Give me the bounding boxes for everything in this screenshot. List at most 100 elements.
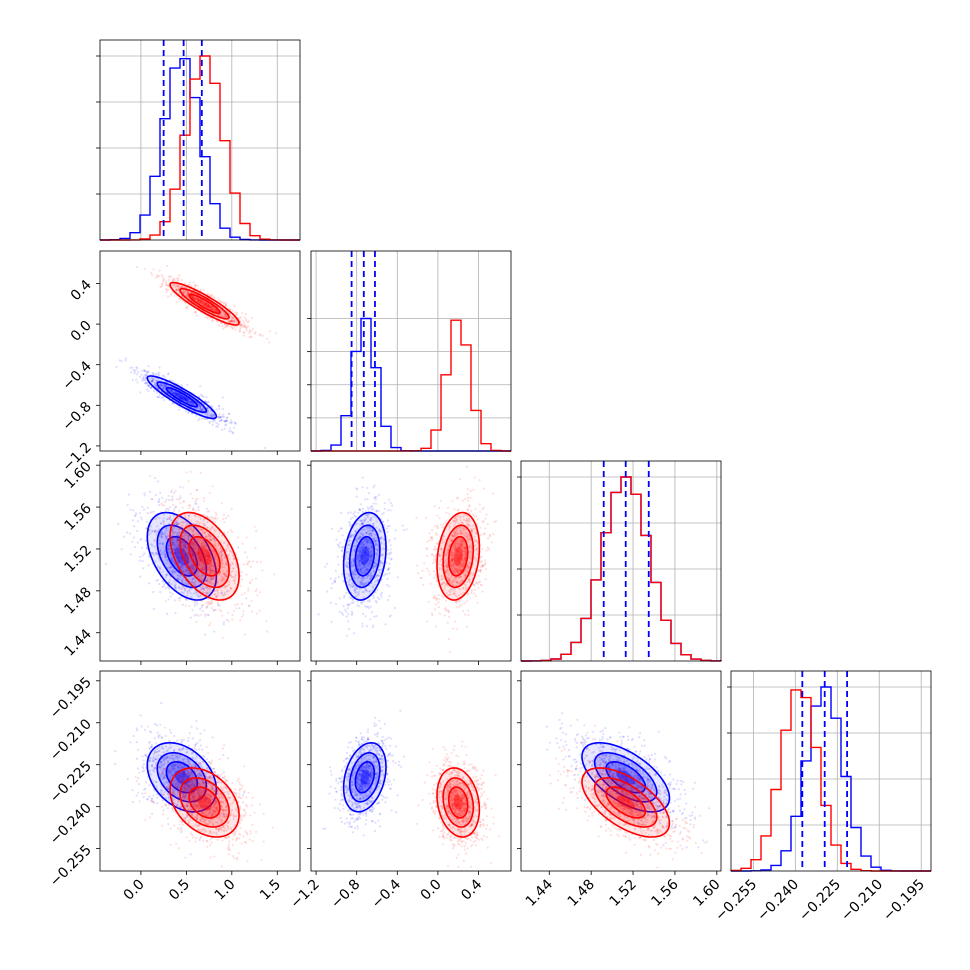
scatter-point [205,580,208,583]
scatter-point [436,514,439,517]
scatter-point [130,371,133,374]
scatter-point [231,319,234,323]
scatter-point [191,412,194,415]
scatter-point [197,570,200,573]
scatter-point [201,543,204,546]
scatter-point [162,385,165,388]
scatter-point [386,553,389,556]
scatter-point [204,304,207,307]
scatter-point [196,539,199,542]
scatter-point [198,574,201,577]
scatter-point [370,610,373,614]
scatter-point [186,398,189,401]
scatter-point [143,492,146,495]
scatter-point [240,615,243,619]
scatter-point [152,372,155,375]
scatter-point [177,288,180,291]
scatter-point [173,584,176,587]
scatter-point [175,520,178,523]
scatter-point [197,298,200,301]
scatter-point [234,422,237,425]
scatter-point [162,519,165,522]
scatter-point [216,567,219,570]
scatter-point [234,574,237,577]
scatter-point [163,384,166,388]
scatter-point [150,386,153,389]
scatter-point [199,408,202,411]
scatter-point [467,613,470,617]
scatter-point [175,547,178,550]
scatter-point [157,379,161,382]
scatter-point [182,570,185,574]
scatter-point [184,290,187,293]
scatter-point [209,539,212,542]
scatter-point [195,591,198,594]
scatter-point [182,545,186,548]
scatter-point [204,316,207,319]
scatter-point [187,401,190,404]
scatter-point [175,521,178,524]
scatter-point [181,570,185,573]
density-fill [189,294,220,314]
scatter-point [182,397,185,400]
scatter-point [182,291,185,294]
scatter-point [372,594,375,597]
scatter-point [213,537,216,541]
scatter-point [184,396,187,399]
scatter-point [146,506,149,509]
scatter-point [182,396,185,399]
scatter-point [164,376,167,379]
scatter-point [181,506,184,509]
scatter-point [184,553,187,556]
scatter-point [225,419,228,422]
scatter-point [212,295,215,298]
scatter-point [375,615,378,618]
scatter-point [238,329,241,332]
scatter-point [205,558,208,561]
scatter-point [401,524,404,527]
scatter-point [355,495,358,498]
scatter-point [331,582,334,585]
scatter-point [230,422,233,425]
scatter-point [207,304,210,307]
scatter-point [361,476,364,479]
scatter-point [343,539,346,542]
scatter-point [178,292,181,295]
scatter-point [165,282,168,285]
scatter-point [218,604,221,607]
scatter-point [203,304,206,307]
scatter-point [182,395,185,398]
scatter-point [192,544,196,547]
scatter-point [197,300,201,303]
scatter-point [220,313,223,316]
scatter-point [190,295,193,298]
scatter-point [175,288,178,291]
scatter-point [373,615,376,618]
scatter-point [198,404,201,407]
scatter-point [153,531,156,534]
scatter-point [435,625,438,628]
scatter-point [207,306,211,309]
scatter-point [179,526,182,529]
scatter-point [201,563,204,566]
scatter-point [348,522,351,525]
scatter-point [239,326,242,329]
scatter-point [162,387,165,390]
scatter-point [151,498,154,501]
scatter-point [175,288,178,292]
scatter-point [235,311,238,314]
scatter-point [165,600,168,603]
scatter-point [350,610,353,613]
scatter-point [171,537,174,540]
scatter-point [189,402,193,405]
scatter-point [150,552,154,555]
scatter-point [181,398,184,401]
scatter-point [389,544,392,547]
scatter-point [393,537,396,540]
scatter-point [189,492,192,495]
scatter-point [186,306,189,309]
scatter-point [228,430,231,433]
scatter-point [215,595,218,598]
scatter-point [263,446,266,450]
scatter-point [208,307,211,310]
